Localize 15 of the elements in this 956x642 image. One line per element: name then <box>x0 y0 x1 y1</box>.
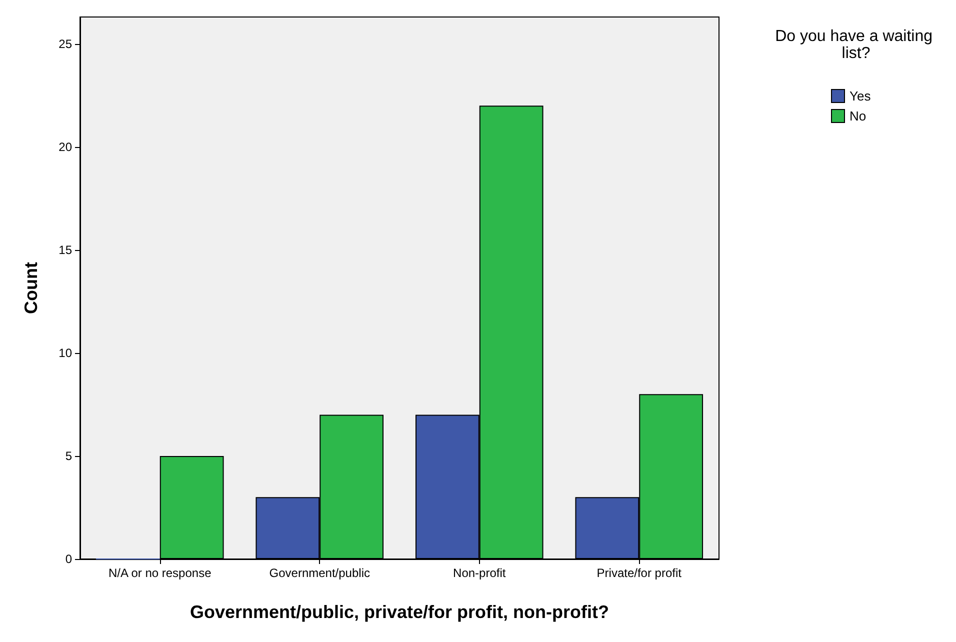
y-tick-label: 20 <box>58 140 72 154</box>
y-tick-label: 25 <box>58 36 72 51</box>
x-tick-label: N/A or no response <box>108 566 212 580</box>
legend-title: Do you have a waiting list? <box>775 28 937 62</box>
y-tick-label: 15 <box>58 242 72 257</box>
y-axis-title: Count <box>21 262 41 314</box>
x-tick-label: Private/for profit <box>596 566 682 580</box>
x-tick-label: Non-profit <box>453 566 506 580</box>
y-tick-label: 0 <box>65 552 72 566</box>
y-tick-label: 10 <box>58 346 72 360</box>
legend-label: Yes <box>850 88 872 104</box>
x-tick-label: Government/public <box>269 566 370 580</box>
y-tick-label: 5 <box>65 448 72 463</box>
x-axis-title: Government/public, private/for profit, non-profit? <box>190 602 609 622</box>
legend-label: No <box>850 108 866 124</box>
